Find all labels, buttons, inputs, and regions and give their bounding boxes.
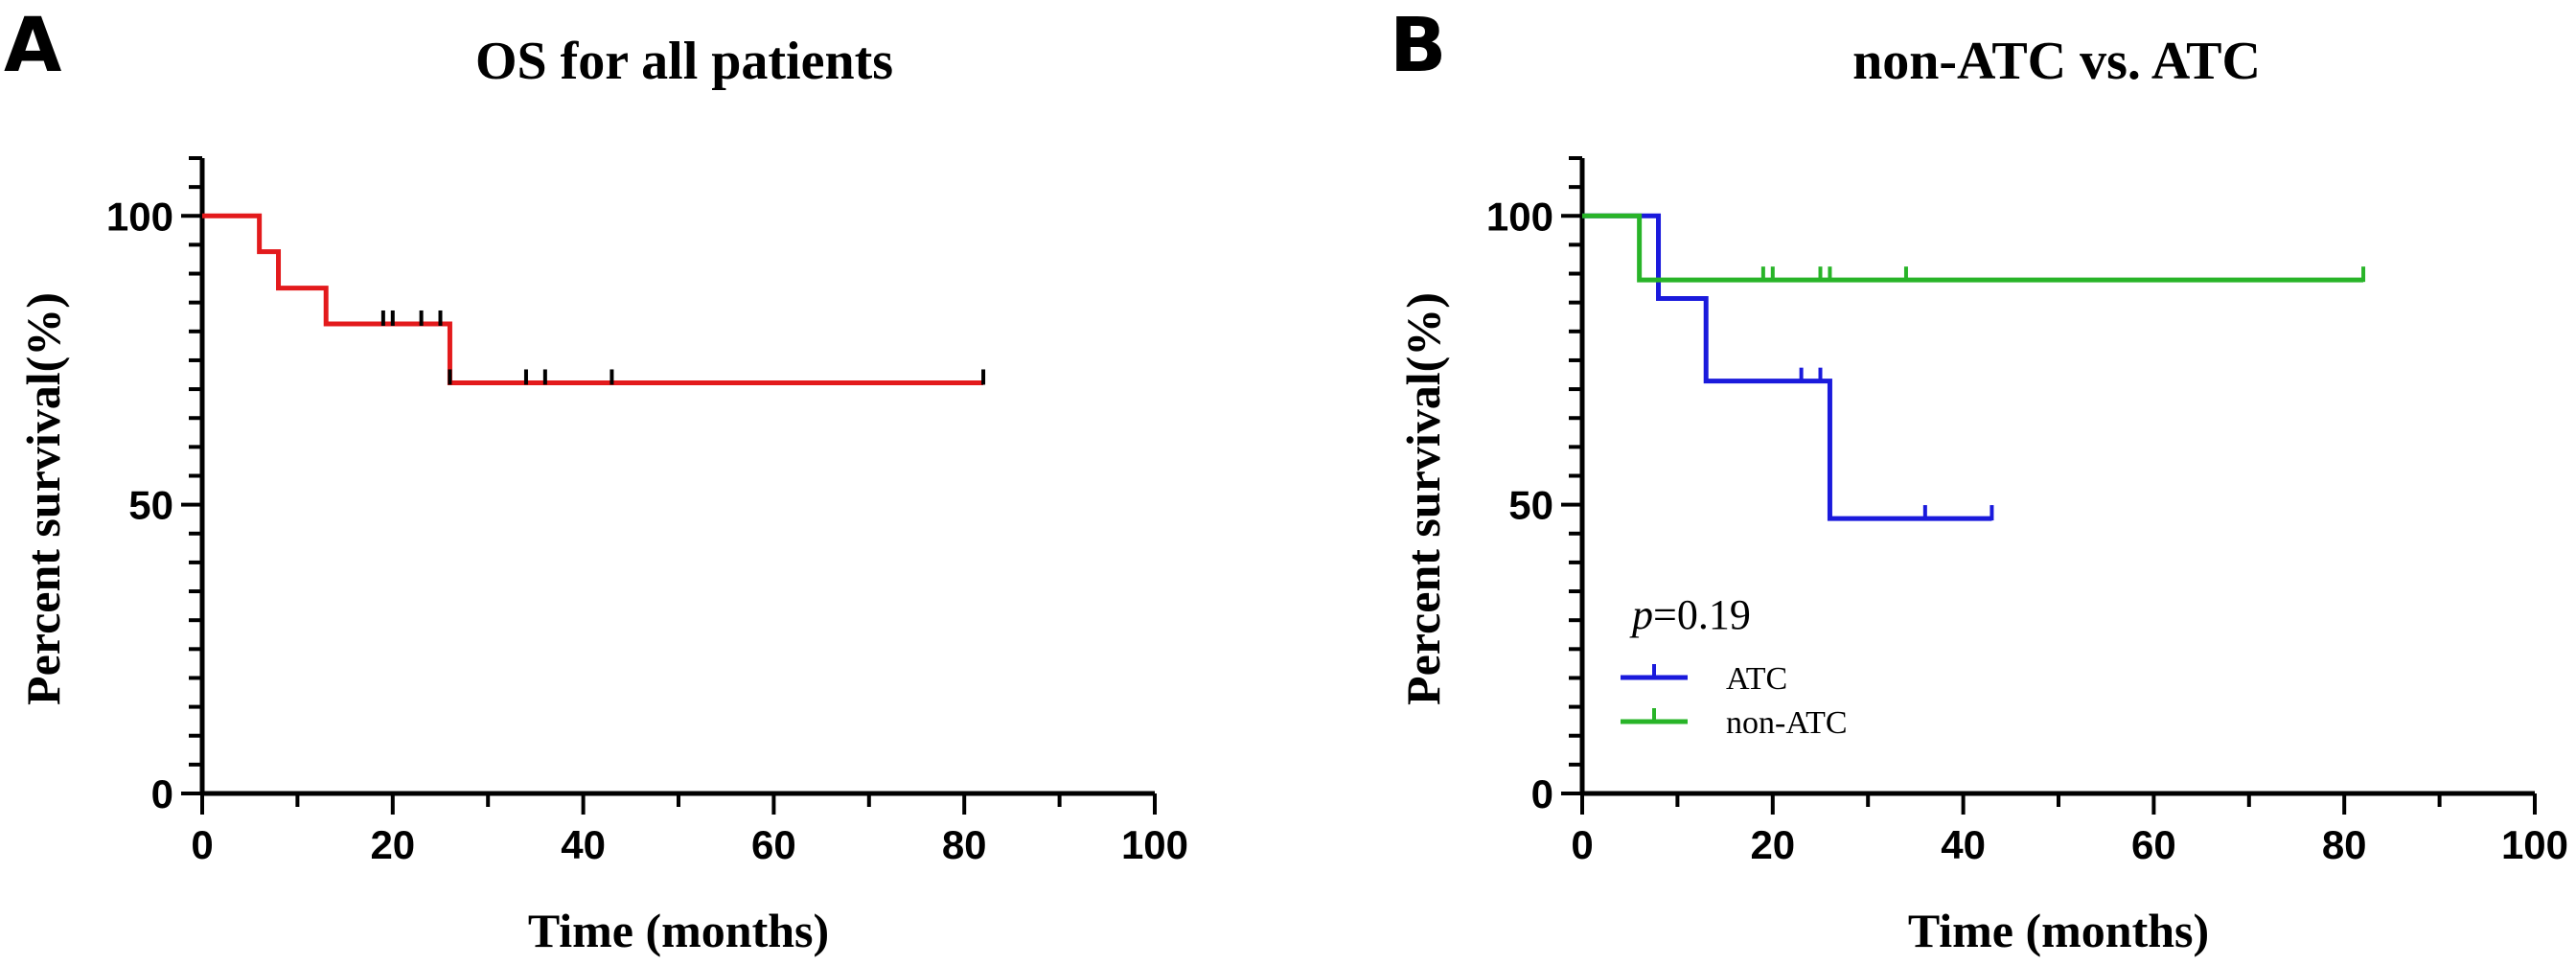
survival-curve-all-patients [202, 213, 984, 385]
p-value-text: =0.19 [1653, 591, 1751, 638]
survival-curve-atc [1582, 213, 1992, 521]
x-tick-label-a: 80 [942, 822, 987, 867]
y-tick-label-a: 100 [106, 194, 173, 239]
y-axis-label-b: Percent survival(%) [1396, 292, 1450, 705]
x-tick-label-a: 100 [1121, 822, 1188, 867]
x-tick-label-b: 100 [2501, 822, 2568, 867]
panel-b-chart: B non-ATC vs. ATC 0 50 100 0 20 40 60 80 100 Time … [1390, 3, 2568, 957]
x-tick-label-a: 0 [191, 822, 213, 867]
chart-title-b: non-ATC vs. ATC [1852, 32, 2261, 91]
x-axis-label-a: Time (months) [528, 904, 829, 957]
legend-label-atc: ATC [1726, 661, 1787, 697]
y-tick-label-a: 0 [151, 771, 173, 816]
x-tick-label-a: 20 [370, 822, 415, 867]
p-value-annotation: p=0.19 [1629, 591, 1751, 638]
y-tick-label-b: 50 [1508, 483, 1553, 528]
panel-a-letter: A [4, 3, 61, 89]
x-tick-label-b: 60 [2131, 822, 2176, 867]
y-tick-label-b: 0 [1531, 771, 1553, 816]
y-tick-label-a: 50 [128, 483, 173, 528]
panel-b-letter: B [1390, 3, 1446, 89]
p-symbol: p [1629, 591, 1653, 638]
x-axis-label-b: Time (months) [1908, 904, 2209, 957]
x-tick-label-b: 20 [1750, 822, 1795, 867]
panel-a-chart: A OS for all patients 0 50 100 0 20 40 60 80 100 T… [4, 3, 1188, 957]
survival-curve-non-atc [1582, 213, 2364, 283]
y-axis-label-a: Percent survival(%) [16, 292, 70, 705]
x-tick-label-a: 40 [561, 822, 606, 867]
y-tick-label-b: 100 [1486, 194, 1553, 239]
x-tick-label-b: 80 [2322, 822, 2367, 867]
x-tick-label-a: 60 [751, 822, 796, 867]
legend-label-non-atc: non-ATC [1726, 705, 1848, 741]
x-tick-label-b: 0 [1571, 822, 1593, 867]
chart-title-a: OS for all patients [475, 32, 893, 91]
x-tick-label-b: 40 [1941, 822, 1986, 867]
